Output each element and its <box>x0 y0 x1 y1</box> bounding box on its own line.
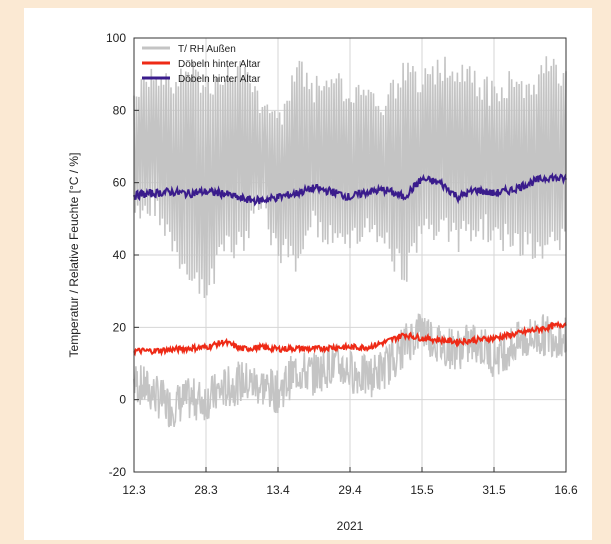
chart-panel: -20 0 20 40 60 80 100 12.3 28.3 13.4 29.4 15.5 31.5… <box>24 8 592 540</box>
y-tick-label: 100 <box>106 31 126 45</box>
x-tick-label: 29.4 <box>338 483 362 497</box>
y-tick-label: 80 <box>113 103 127 117</box>
x-tick-label: 15.5 <box>410 483 434 497</box>
y-tick-label: 40 <box>113 248 127 262</box>
series-line-humidity <box>133 172 567 207</box>
legend-label: Döbeln hinter Altar <box>178 74 261 85</box>
x-tick-label: 31.5 <box>482 483 506 497</box>
x-tick-label: 13.4 <box>266 483 290 497</box>
y-tick-label: 20 <box>113 320 127 334</box>
x-tick-label: 16.6 <box>554 483 578 497</box>
y-axis-ticks: -20 0 20 40 60 80 100 <box>106 31 139 479</box>
line-chart: -20 0 20 40 60 80 100 12.3 28.3 13.4 29.4 15.5 31.5… <box>67 31 578 533</box>
series-layer <box>133 56 567 428</box>
series-line-temperature <box>133 320 567 357</box>
y-tick-label: 60 <box>113 176 127 190</box>
x-tick-label: 28.3 <box>194 483 218 497</box>
series-line-outside-humidity <box>133 56 567 299</box>
x-axis-ticks: 12.3 28.3 13.4 29.4 15.5 31.5 16.6 <box>122 467 578 497</box>
legend-label: Döbeln hinter Altar <box>178 59 261 70</box>
y-tick-label: -20 <box>109 465 127 479</box>
legend-label: T/ RH Außen <box>178 44 236 55</box>
series-line-outside-temperature <box>133 313 567 428</box>
y-axis-label: Temperatur / Relative Feuchte [°C / %] <box>67 153 81 358</box>
y-tick-label: 0 <box>119 393 126 407</box>
legend: T/ RH Außen Döbeln hinter Altar Döbeln hin… <box>142 44 261 85</box>
x-axis-label: 2021 <box>337 519 364 533</box>
x-tick-label: 12.3 <box>122 483 146 497</box>
